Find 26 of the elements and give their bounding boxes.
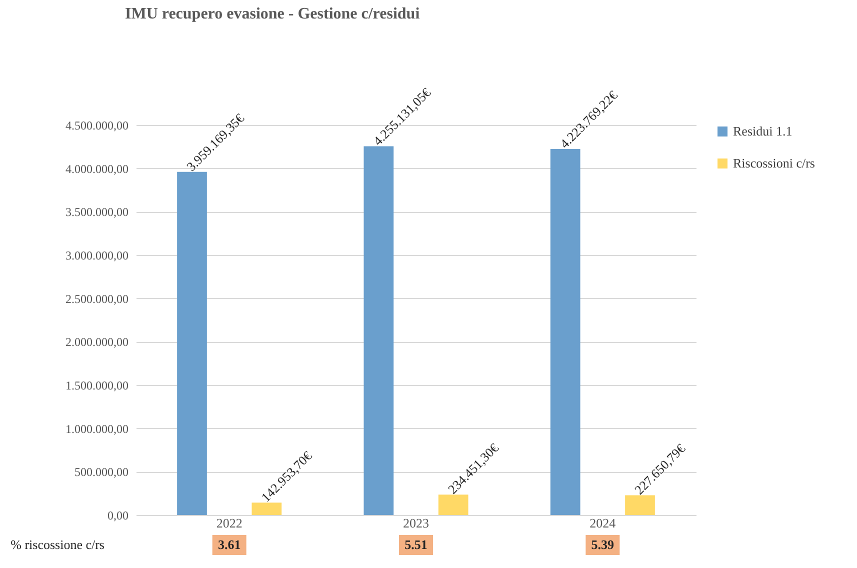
chart-title: IMU recupero evasione - Gestione c/residui <box>125 5 420 22</box>
x-tick-label: 2023 <box>403 516 429 530</box>
bar <box>438 494 468 515</box>
bar <box>177 172 207 515</box>
text: 5.39 <box>591 537 615 552</box>
text: % riscossione c/rs <box>10 537 104 552</box>
y-tick-label: 2.500.000,00 <box>66 292 128 306</box>
text: 3.61 <box>218 537 241 552</box>
y-tick-label: 1.000.000,00 <box>66 422 128 436</box>
y-tick-label: 1.500.000,00 <box>66 378 128 392</box>
y-tick-label: 3.500.000,00 <box>66 205 128 220</box>
legend-label: Riscossioni c/rs <box>733 156 815 170</box>
y-tick-label: 500.000,00 <box>74 465 128 480</box>
y-tick-label: 0,00 <box>108 508 128 522</box>
bar <box>364 146 394 515</box>
y-tick-label: 2.000.000,00 <box>66 335 128 350</box>
x-tick-label: 2024 <box>590 516 616 530</box>
y-tick-label: 3.000.000,00 <box>66 248 128 262</box>
bar <box>625 495 655 515</box>
text: 5.51 <box>404 537 428 552</box>
x-tick-label: 2022 <box>216 516 242 530</box>
bar <box>550 148 580 515</box>
bar <box>252 502 282 515</box>
y-tick-label: 4.500.000,00 <box>66 118 128 132</box>
legend-label: Residui 1.1 <box>733 124 792 138</box>
y-tick-label: 4.000.000,00 <box>66 162 128 176</box>
